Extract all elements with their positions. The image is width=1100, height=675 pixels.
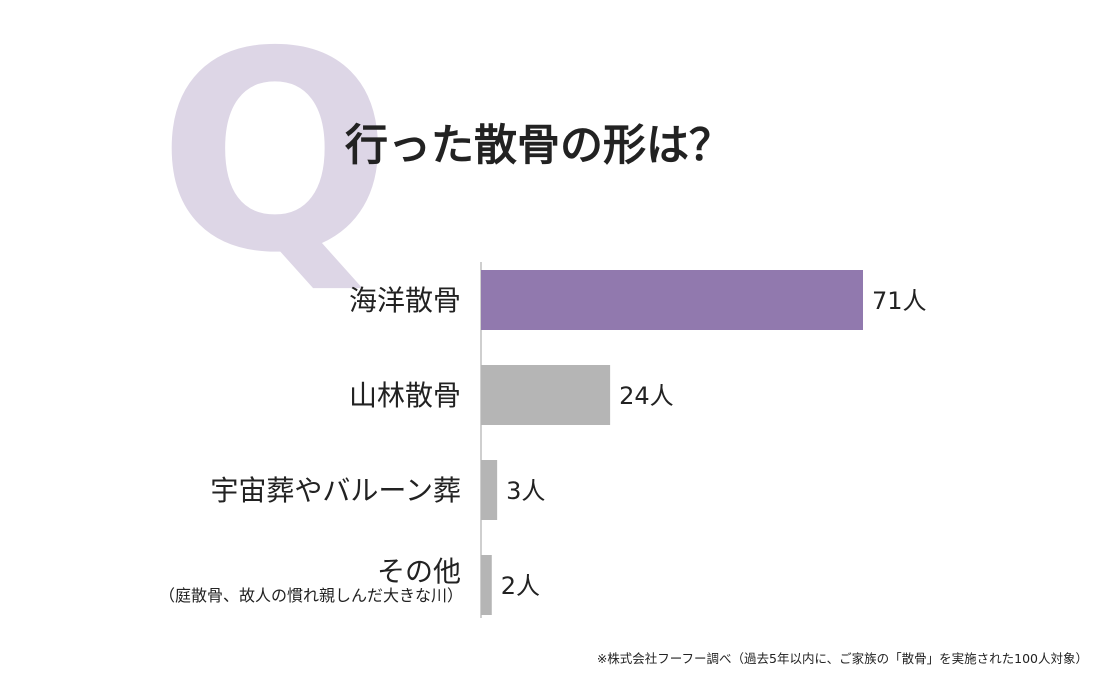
category-label-4: その他 [377, 555, 461, 588]
bar-3 [481, 460, 498, 520]
bar-1 [481, 270, 863, 330]
category-sublabel-4: （庭散骨、故人の慣れ親しんだ大きな川） [159, 586, 463, 605]
q-mark: Q [158, 0, 392, 313]
category-label-2: 山林散骨 [349, 379, 461, 412]
bar-group: 71人 海洋散骨 24人 山林散骨 3人 宇宙葬やバルーン葬 2人 その他（庭散骨、故人の慣れ… [159, 270, 927, 615]
value-label-3: 3人 [506, 477, 545, 505]
value-label-1: 71人 [872, 287, 927, 315]
value-label-4: 2人 [501, 572, 540, 600]
bar-4 [481, 555, 492, 615]
footnote: ※株式会社フーフー調べ（過去5年以内に、ご家族の「散骨」を実施された100人対象… [597, 651, 1088, 666]
chart-title: 行った散骨の形は？ [345, 121, 732, 171]
category-label-1: 海洋散骨 [349, 284, 461, 317]
category-label-3: 宇宙葬やバルーン葬 [210, 474, 461, 507]
bar-2 [481, 365, 611, 425]
value-label-2: 24人 [619, 382, 674, 410]
